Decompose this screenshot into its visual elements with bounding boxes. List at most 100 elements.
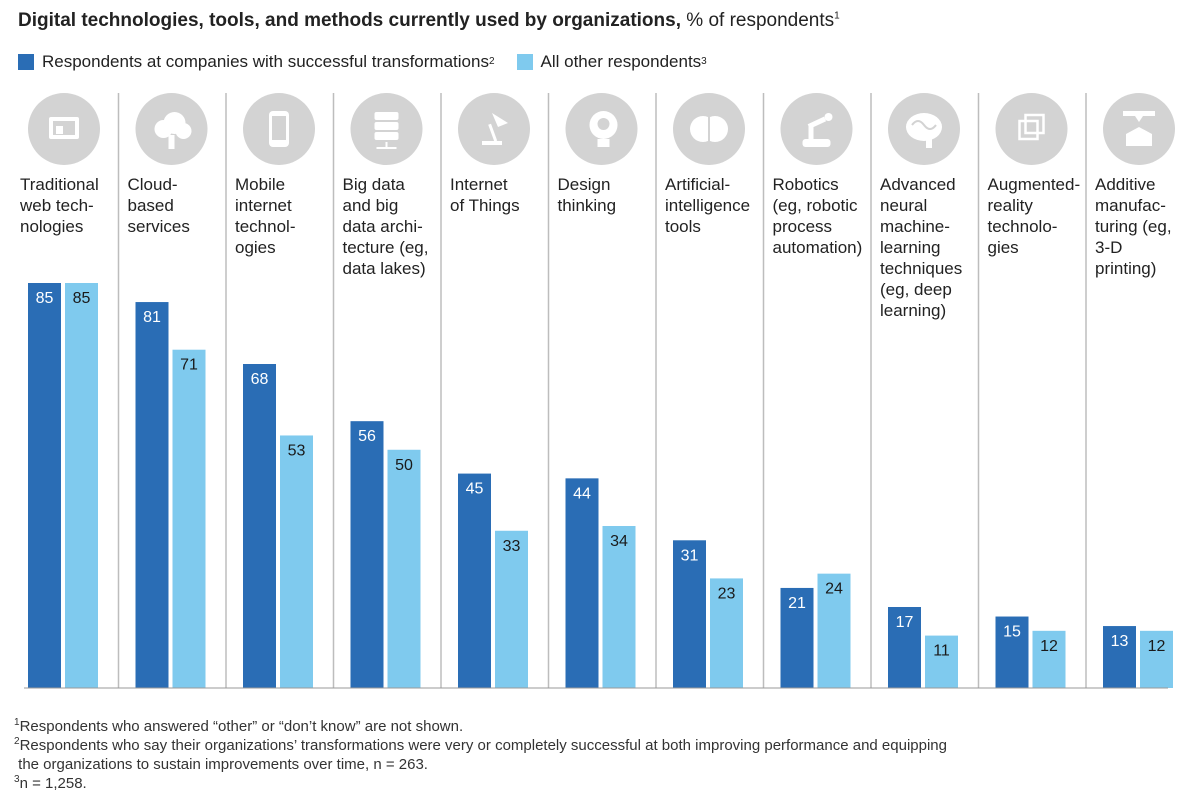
icon-glyph: [802, 139, 831, 147]
bar-successful: [243, 364, 276, 688]
bar-other: [817, 573, 851, 688]
category-group: Design thinking 44 34: [547, 93, 638, 688]
bar-value-label: 56: [358, 428, 376, 445]
category-group: Advanced neural machine-learning techniques…: [870, 93, 962, 688]
icon-glyph: [597, 118, 610, 130]
category-label-line: Traditional: [20, 175, 99, 194]
category-label-line: technolo-: [988, 217, 1058, 236]
brain-icon: [888, 93, 960, 165]
category-label-line: printing): [1095, 259, 1156, 278]
bar-value-label: 12: [1040, 638, 1058, 655]
legend-label-other: All other respondents: [540, 52, 702, 71]
bar-value-label: 13: [1111, 633, 1129, 650]
bar-successful: [673, 540, 706, 688]
icon-glyph: [56, 126, 63, 134]
bar-other: [172, 349, 206, 688]
category-label-line: Big data: [343, 175, 406, 194]
robot-arm-icon: [780, 93, 853, 165]
icon-glyph: [492, 113, 508, 127]
database-server-icon: [350, 93, 423, 165]
footnote-marker: 1: [14, 717, 20, 728]
category-label-line: services: [128, 217, 190, 236]
category-label-line: ogies: [235, 238, 276, 257]
bar-successful: [565, 478, 599, 688]
bar-value-label: 34: [610, 533, 628, 550]
category-group: Big data and big data archi-tecture (eg, da…: [332, 93, 429, 688]
category-label: Cloud-based services: [128, 175, 190, 236]
bar-value-label: 85: [36, 290, 54, 307]
category-label: Design thinking: [558, 175, 617, 215]
footnote-text: n = 1,258.: [19, 775, 87, 792]
bar-value-label: 12: [1148, 638, 1166, 655]
cloud-icon: [135, 93, 208, 165]
category-label: Internet of Things: [450, 175, 520, 215]
footnote-3: 3n = 1,258.: [14, 774, 947, 793]
category-label-line: Advanced: [880, 175, 956, 194]
bar-other: [495, 530, 528, 688]
bar-other: [387, 449, 421, 688]
title-unit: % of respondents: [686, 10, 835, 31]
icon-glyph: [906, 113, 942, 141]
chart-title: Digital technologies, tools, and methods…: [18, 10, 840, 32]
category-label-line: techniques: [880, 259, 962, 278]
footnote-text: Respondents who say their organizations’…: [18, 737, 947, 773]
category-label-line: machine-: [880, 217, 950, 236]
category-label-line: technol-: [235, 217, 295, 236]
category-label-line: data archi-: [343, 217, 423, 236]
category-group: Traditional web tech-nologies 85 85: [19, 93, 100, 688]
category-label-line: intelligence: [665, 196, 750, 215]
bar-value-label: 68: [251, 371, 269, 388]
category-label-line: Robotics: [773, 175, 839, 194]
bar-other: [1140, 630, 1173, 688]
icon-glyph: [1024, 113, 1045, 135]
category-label-line: gies: [988, 238, 1019, 257]
bar-value-label: 15: [1003, 624, 1021, 641]
bar-other: [65, 283, 98, 688]
category-label-line: and big: [343, 196, 399, 215]
bar-value-label: 24: [825, 581, 843, 598]
icon-glyph: [911, 120, 937, 130]
category-label: Big data and big data archi-tecture (eg, da…: [343, 175, 429, 278]
bar-value-label: 71: [180, 357, 198, 374]
icon-glyph: [708, 116, 710, 142]
bar-successful: [28, 283, 61, 688]
category-label-line: reality: [988, 196, 1034, 215]
legend-item-other: All other respondents 3: [516, 52, 707, 72]
icon-glyph: [374, 112, 399, 120]
category-label: Traditional web tech-nologies: [19, 175, 99, 236]
category-group: Cloud-based services 81 71: [117, 93, 208, 688]
bar-value-label: 44: [573, 485, 591, 502]
icon-glyph: [168, 135, 175, 149]
category-label-line: Mobile: [235, 175, 285, 194]
bar-value-label: 81: [143, 309, 161, 326]
category-label: Mobile internet technol-ogies: [235, 175, 295, 257]
category-label: Artificial-intelligence tools: [665, 175, 750, 236]
web-screen-icon: [28, 93, 100, 165]
head-lightbulb-icon: [565, 93, 638, 165]
icon-circle: [458, 93, 530, 165]
icon-glyph: [272, 116, 286, 140]
icon-glyph: [488, 123, 498, 142]
legend-swatch-successful: [18, 54, 34, 70]
icon-circle: [995, 93, 1068, 165]
category-label-line: tecture (eg,: [343, 238, 429, 257]
icon-circle: [780, 93, 853, 165]
footnote-marker: 3: [14, 774, 20, 785]
category-group: Robotics (eg, robotic process automation) 21…: [762, 93, 863, 688]
category-label-line: data lakes): [343, 259, 426, 278]
category-label-line: Internet: [450, 175, 508, 194]
bar-other: [710, 578, 743, 688]
category-label: Robotics (eg, robotic process automation): [773, 175, 863, 257]
bar-successful: [780, 587, 814, 688]
legend-label-successful: Respondents at companies with successful…: [42, 52, 489, 71]
title-main: Digital technologies, tools, and methods…: [18, 10, 681, 31]
category-label: Augmented-reality technolo-gies: [988, 175, 1081, 257]
icon-glyph: [374, 122, 399, 130]
bar-value-label: 17: [896, 614, 914, 631]
bar-successful: [1103, 626, 1136, 688]
icon-glyph: [808, 125, 814, 140]
footnote-text: Respondents who answered “other” or “don…: [19, 718, 464, 735]
bar-value-label: 45: [466, 481, 484, 498]
category-label-line: neural: [880, 196, 927, 215]
bar-value-label: 21: [788, 595, 806, 612]
